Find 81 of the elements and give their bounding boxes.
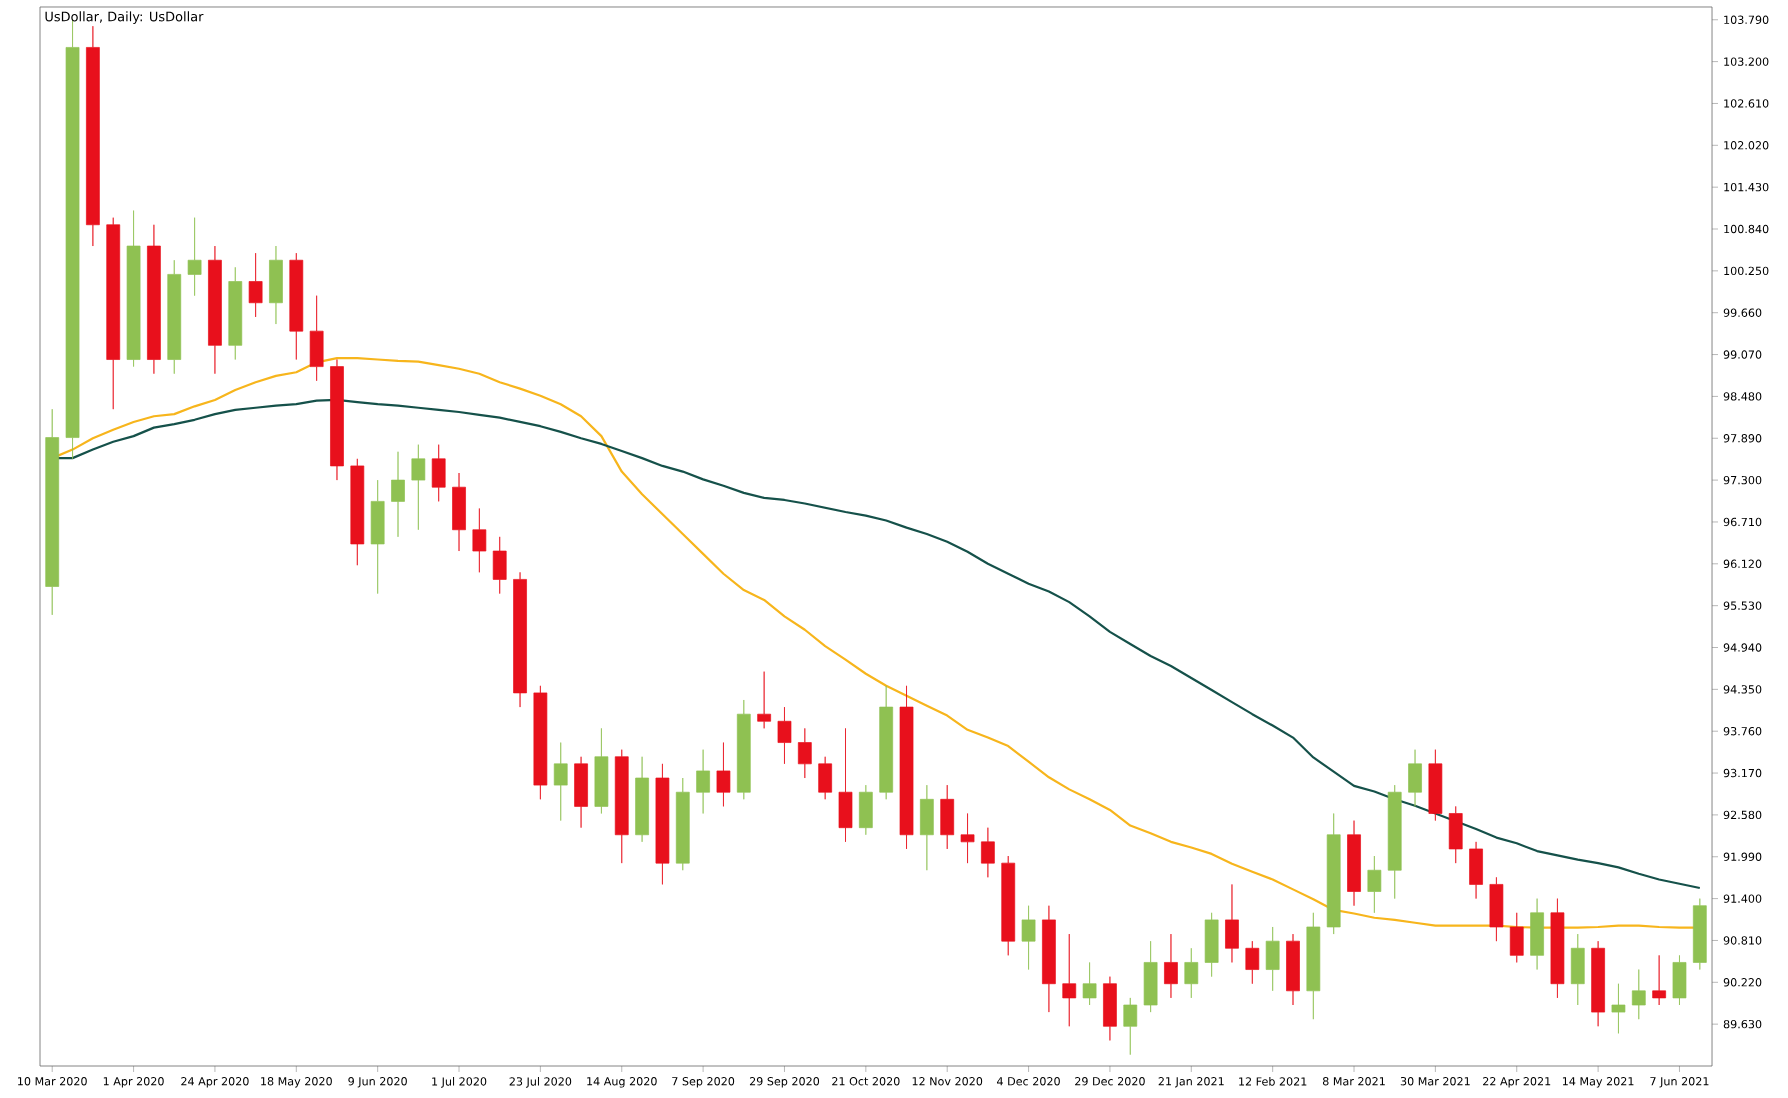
candlestick xyxy=(797,728,812,779)
candlestick xyxy=(1428,749,1443,821)
candlestick xyxy=(431,444,446,502)
candlestick xyxy=(147,224,161,375)
candlestick xyxy=(614,749,629,864)
candlestick xyxy=(513,571,527,708)
candlestick xyxy=(1367,855,1382,914)
candlestick xyxy=(1347,820,1361,907)
candlestick xyxy=(1550,898,1565,999)
candlestick xyxy=(757,671,771,729)
candlestick xyxy=(1103,976,1117,1041)
candlestick xyxy=(1225,884,1239,963)
candlestick xyxy=(309,295,324,382)
candlestick xyxy=(1509,912,1524,963)
candlestick xyxy=(1611,983,1626,1034)
candlestick xyxy=(960,813,975,864)
candlestick xyxy=(594,728,609,814)
candlestick xyxy=(899,685,914,850)
candlestick xyxy=(858,784,873,836)
candlestick xyxy=(1123,997,1138,1055)
candlestick xyxy=(1286,933,1300,1006)
candlestick xyxy=(187,217,202,297)
candlestick xyxy=(777,706,792,765)
candlestick xyxy=(1387,784,1402,899)
candlestick xyxy=(533,685,548,800)
candlestick xyxy=(1062,933,1077,1027)
candlestick xyxy=(167,259,182,375)
candlestick xyxy=(981,827,995,878)
candlestick xyxy=(1570,933,1585,1006)
candlestick xyxy=(411,444,426,531)
candlestick xyxy=(330,359,344,481)
candlestick xyxy=(1306,912,1321,1020)
candlestick xyxy=(289,252,304,360)
candlestick xyxy=(391,451,405,538)
candlestick xyxy=(1591,940,1605,1027)
candlestick xyxy=(675,777,690,871)
candlestick xyxy=(1672,954,1687,1006)
candlestick xyxy=(574,756,588,829)
candlestick xyxy=(1184,947,1199,999)
candlestick xyxy=(1042,905,1056,1013)
candlestick xyxy=(940,784,955,850)
candlestick xyxy=(736,699,751,800)
candlestick xyxy=(655,763,670,885)
candlestick xyxy=(1692,898,1707,970)
candlestick xyxy=(1652,954,1666,1006)
candlestick xyxy=(228,266,243,360)
candlestick xyxy=(1082,962,1097,1006)
candlestick xyxy=(1631,969,1646,1020)
candlestick xyxy=(45,408,60,616)
candlestick xyxy=(1265,926,1280,992)
candlestick xyxy=(1489,876,1504,942)
candlestick xyxy=(86,25,100,247)
candlestick xyxy=(350,458,365,566)
candlestick xyxy=(1143,940,1158,1013)
candlestick xyxy=(492,536,507,594)
candlestick xyxy=(1164,933,1178,999)
candlestick xyxy=(452,472,466,552)
candlestick xyxy=(1021,905,1036,970)
candlestick xyxy=(1408,749,1422,807)
candlestick xyxy=(1001,855,1016,956)
candlestick xyxy=(879,685,894,800)
candlestick xyxy=(106,217,121,410)
candlestick xyxy=(1204,912,1219,977)
candlestick xyxy=(818,756,833,800)
candlestick xyxy=(208,245,222,375)
candlestick xyxy=(838,728,853,843)
candlestick xyxy=(553,742,568,821)
candlestick xyxy=(370,479,385,594)
candlestick xyxy=(1326,813,1341,935)
candlestick xyxy=(1448,806,1463,864)
candlestick xyxy=(1245,940,1260,985)
candlestick xyxy=(472,508,487,573)
candlestick xyxy=(920,784,934,871)
candlestick xyxy=(269,245,283,325)
candlestick xyxy=(696,749,710,814)
candlestick xyxy=(1469,841,1483,899)
candlestick xyxy=(1530,898,1544,970)
candlestick xyxy=(248,252,263,318)
candlestick xyxy=(716,742,731,807)
candlestick xyxy=(126,210,141,367)
candlestick xyxy=(635,756,649,843)
